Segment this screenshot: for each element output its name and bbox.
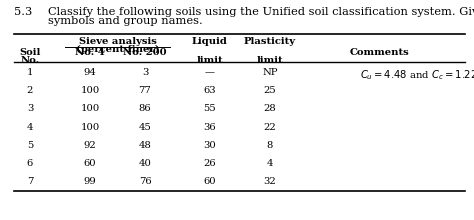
Text: symbols and group names.: symbols and group names. (48, 16, 203, 26)
Text: 3: 3 (27, 104, 33, 113)
Text: 100: 100 (81, 86, 100, 95)
Text: 99: 99 (83, 177, 96, 186)
Text: Soil: Soil (19, 48, 41, 57)
Text: 25: 25 (264, 86, 276, 95)
Text: 92: 92 (83, 141, 96, 150)
Text: 1: 1 (27, 68, 33, 77)
Text: Liquid: Liquid (192, 37, 228, 46)
Text: 2: 2 (27, 86, 33, 95)
Text: 5.3: 5.3 (14, 7, 32, 17)
Text: limit: limit (197, 56, 223, 65)
Text: No.: No. (20, 56, 40, 65)
Text: 100: 100 (81, 104, 100, 113)
Text: NP: NP (262, 68, 278, 77)
Text: 26: 26 (204, 159, 216, 168)
Text: 100: 100 (81, 123, 100, 132)
Text: 3: 3 (142, 68, 148, 77)
Text: 28: 28 (264, 104, 276, 113)
Text: 55: 55 (204, 104, 216, 113)
Text: 30: 30 (204, 141, 216, 150)
Text: $C_u = 4.48$ and $C_c = 1.22$: $C_u = 4.48$ and $C_c = 1.22$ (360, 68, 474, 82)
Text: Plasticity: Plasticity (244, 37, 296, 46)
Text: No. 200: No. 200 (123, 48, 167, 57)
Text: 76: 76 (139, 177, 151, 186)
Text: Classify the following soils using the Unified soil classification system. Give : Classify the following soils using the U… (48, 7, 474, 17)
Text: 7: 7 (27, 177, 33, 186)
Text: 86: 86 (139, 104, 151, 113)
Text: Sieve analysis: Sieve analysis (79, 37, 156, 46)
Text: 6: 6 (27, 159, 33, 168)
Text: 32: 32 (264, 177, 276, 186)
Text: 77: 77 (138, 86, 151, 95)
Text: 60: 60 (84, 159, 96, 168)
Text: limit: limit (257, 56, 283, 65)
Text: Comments: Comments (350, 48, 410, 57)
Text: 22: 22 (264, 123, 276, 132)
Text: 45: 45 (138, 123, 151, 132)
Text: 8: 8 (267, 141, 273, 150)
Text: 60: 60 (204, 177, 216, 186)
Text: 48: 48 (138, 141, 151, 150)
Text: —: — (205, 68, 215, 77)
Text: 5: 5 (27, 141, 33, 150)
Text: 4: 4 (267, 159, 273, 168)
Text: 4: 4 (27, 123, 33, 132)
Text: 36: 36 (204, 123, 216, 132)
Text: 63: 63 (204, 86, 216, 95)
Text: No. 4: No. 4 (75, 48, 105, 57)
Text: 40: 40 (138, 159, 151, 168)
Text: (percent finer): (percent finer) (76, 45, 159, 54)
Text: 94: 94 (83, 68, 96, 77)
